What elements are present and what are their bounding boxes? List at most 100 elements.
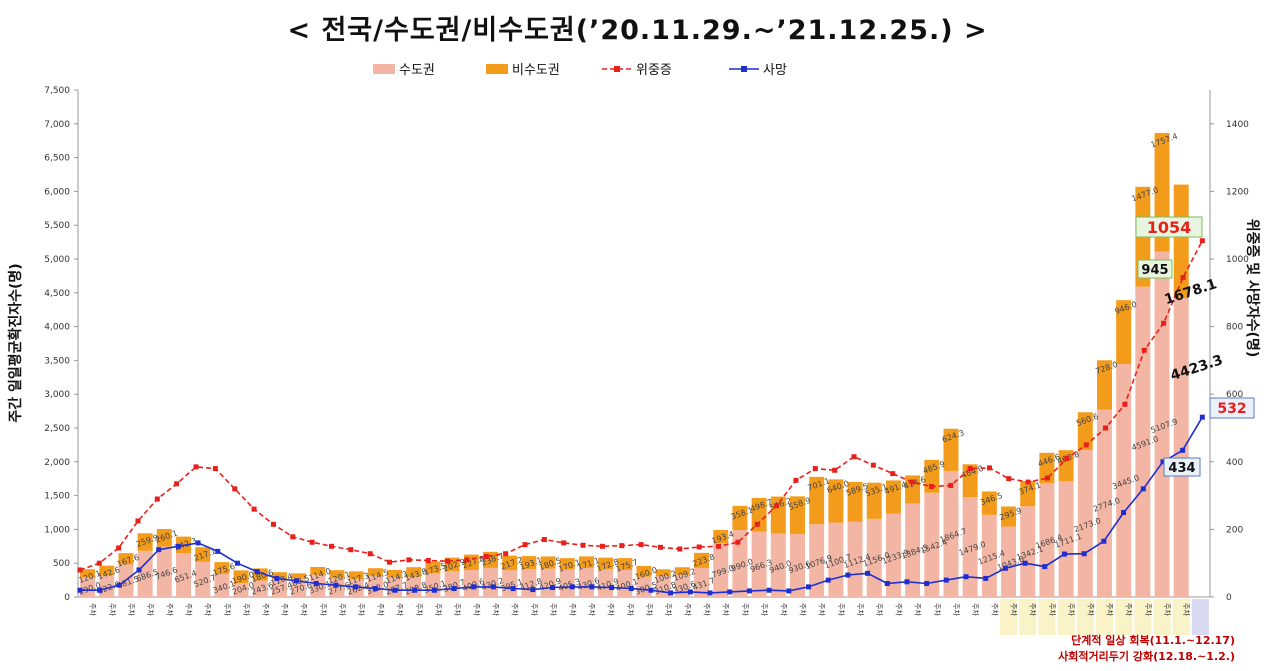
bar-capital xyxy=(598,569,614,597)
marker-death xyxy=(1022,560,1028,566)
marker-severe xyxy=(348,547,354,553)
x-highlight xyxy=(1191,599,1209,635)
marker-death xyxy=(530,587,536,593)
bar-noncapital xyxy=(406,567,422,577)
marker-death xyxy=(490,584,496,590)
marker-severe xyxy=(116,545,122,551)
marker-severe xyxy=(367,551,373,557)
x-tick-label: 주차 xyxy=(587,603,596,616)
x-tick-label: 주차 xyxy=(146,603,155,616)
legend-swatch xyxy=(373,64,395,74)
bar-noncapital xyxy=(310,566,326,575)
marker-severe xyxy=(1199,238,1205,244)
bar-capital xyxy=(291,578,307,597)
y-tick-label: 500 xyxy=(53,559,70,569)
marker-severe xyxy=(232,486,238,492)
bar-noncapital xyxy=(636,565,652,577)
marker-severe xyxy=(1122,401,1128,407)
y-tick-label: 1,500 xyxy=(44,492,70,502)
callout-box-death-prev xyxy=(1163,457,1201,477)
y2-axis-title: 위중증 및 사망자수(명) xyxy=(1244,219,1261,357)
x-tick-label: 주차 xyxy=(741,603,750,616)
callout-death-last: 532 xyxy=(1217,401,1246,417)
x-tick-label: 주차 xyxy=(952,603,961,616)
x-tick-label: 주차 xyxy=(376,603,385,616)
bar-noncapital xyxy=(540,556,556,569)
bar-noncapital xyxy=(655,569,671,577)
marker-death xyxy=(1199,414,1205,420)
y-axis-title: 주간 일일평균확진자수(명) xyxy=(7,263,24,422)
marker-death xyxy=(628,586,634,592)
bar-capital xyxy=(463,569,479,597)
bar-noncapital xyxy=(578,556,594,568)
marker-death xyxy=(175,543,181,549)
bar-noncapital xyxy=(847,482,863,522)
y2-tick-label: 600 xyxy=(1226,390,1243,400)
marker-death xyxy=(1180,447,1186,453)
x-tick-label: 주차 xyxy=(280,603,289,616)
marker-death xyxy=(451,586,457,592)
bar-noncapital xyxy=(118,553,134,565)
bar-noncapital xyxy=(502,555,518,571)
bar-capital xyxy=(905,503,921,597)
bar-capital xyxy=(847,521,863,597)
marker-severe xyxy=(851,454,857,460)
y-tick-label: 2,000 xyxy=(44,458,70,468)
x-tick-label: 주차 xyxy=(319,603,328,616)
bar-noncapital xyxy=(790,496,805,535)
marker-severe xyxy=(735,539,741,545)
marker-severe xyxy=(677,546,683,552)
marker-death xyxy=(707,590,713,596)
x-tick-label: 주차 xyxy=(990,603,999,616)
bar-capital xyxy=(176,552,192,597)
x-tick-label: 주차 xyxy=(108,603,117,616)
x-tick-label: 주차 xyxy=(664,603,673,616)
marker-severe xyxy=(1064,455,1070,461)
callout-box-death-last xyxy=(1209,397,1255,419)
marker-death xyxy=(412,587,418,593)
marker-severe xyxy=(251,506,257,512)
bar-noncapital xyxy=(1001,506,1017,527)
bar-capital xyxy=(770,533,786,597)
bar-capital xyxy=(214,574,230,597)
bar-noncapital xyxy=(598,557,614,570)
x-highlight xyxy=(1019,599,1037,635)
bar-noncapital xyxy=(291,573,307,579)
bar-capital xyxy=(233,583,249,597)
policy-note-recovery: 단계적 일상 회복(11.1.~12.17) xyxy=(1071,634,1235,647)
marker-severe xyxy=(1141,347,1147,353)
marker-severe xyxy=(1180,275,1186,281)
marker-death xyxy=(1061,551,1067,557)
y-tick-label: 3,000 xyxy=(44,390,70,400)
line-death xyxy=(79,416,1203,594)
legend-marker xyxy=(614,66,620,72)
y-tick-label: 5,500 xyxy=(44,221,70,231)
y-tick-label: 6,500 xyxy=(44,154,70,164)
marker-severe xyxy=(561,540,567,546)
bar-capital xyxy=(713,542,729,597)
bar-noncapital xyxy=(828,479,844,523)
bar-noncapital xyxy=(80,569,96,578)
bar-noncapital xyxy=(559,558,575,570)
marker-severe xyxy=(793,477,799,483)
x-tick-label: 주차 xyxy=(1125,603,1134,616)
x-tick-label: 주차 xyxy=(300,603,309,616)
x-highlight xyxy=(1153,599,1171,635)
marker-death xyxy=(589,584,595,590)
x-tick-label: 주차 xyxy=(204,603,213,616)
bar-capital xyxy=(195,561,211,597)
bar-capital xyxy=(943,470,959,597)
marker-death xyxy=(353,584,359,590)
y2-tick-label: 200 xyxy=(1226,525,1243,535)
marker-death xyxy=(195,540,201,546)
marker-severe xyxy=(774,503,780,509)
y-tick-label: 3,500 xyxy=(44,356,70,366)
marker-severe xyxy=(270,521,276,527)
y2-tick-label: 1400 xyxy=(1226,120,1249,130)
marker-death xyxy=(727,589,733,595)
marker-death xyxy=(1101,538,1107,544)
marker-severe xyxy=(503,551,509,557)
marker-death xyxy=(274,575,280,581)
callout-severe-last: 1054 xyxy=(1147,218,1192,237)
